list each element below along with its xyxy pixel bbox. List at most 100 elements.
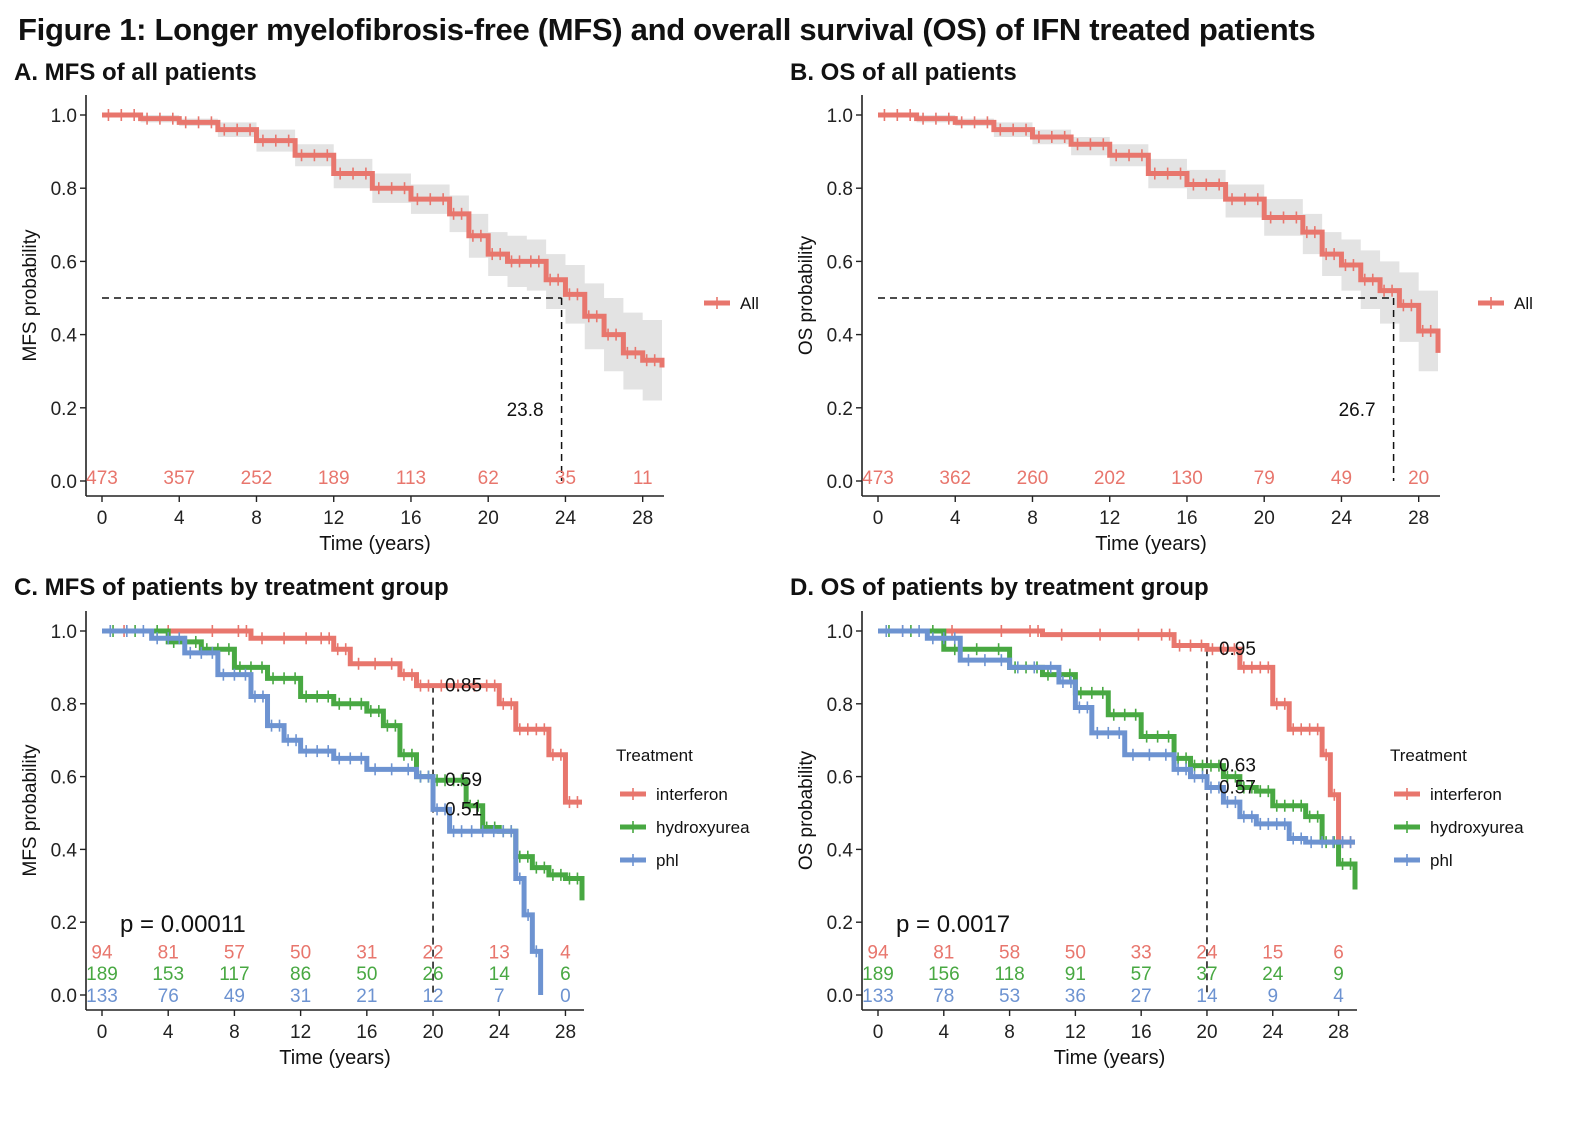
x-tick-label-c: 8 [229,1022,240,1043]
risk-count-interferon: 15 [1262,942,1283,963]
risk-count-all: 362 [939,468,971,489]
risk-count-interferon: 50 [290,942,311,963]
risk-count-hydroxyurea: 37 [1196,964,1217,985]
annotation-d: 0.63 [1219,756,1256,777]
risk-count-phl: 133 [86,986,118,1007]
y-tick-label-a: 0.8 [51,179,77,200]
risk-count-hydroxyurea: 189 [86,964,118,985]
risk-count-phl: 14 [1196,986,1218,1007]
x-tick-label-a: 0 [97,508,108,529]
legend-d: Treatment interferon hydroxyurea phl [1390,746,1524,870]
risk-count-hydroxyurea: 50 [356,964,377,985]
risk-count-all: 130 [1171,468,1203,489]
y-axis-label-d: OS probability [796,750,817,870]
risk-count-all: 473 [86,468,118,489]
risk-count-phl: 78 [933,986,954,1007]
median-label-a: 23.8 [507,400,544,421]
risk-count-phl: 4 [1333,986,1344,1007]
x-tick-label-d: 20 [1196,1022,1217,1043]
risk-count-hydroxyurea: 24 [1262,964,1284,985]
y-axis-label-b: OS probability [796,235,817,355]
risk-count-all: 11 [633,468,653,489]
risk-count-hydroxyurea: 86 [290,964,311,985]
risk-count-all: 20 [1408,468,1429,489]
risk-count-phl: 133 [862,986,894,1007]
legend-label-interferon: interferon [656,785,728,804]
annotation-d: 0.95 [1219,639,1256,660]
x-tick-label-c: 16 [356,1022,377,1043]
y-tick-label-b: 0.2 [827,399,853,420]
x-axis-label-b: Time (years) [1095,533,1206,555]
legend-label-hydroxyurea: hydroxyurea [656,818,750,837]
y-tick-label-d: 0.0 [827,986,853,1007]
series-line-hydroxyurea [878,628,1358,890]
median-label-b: 26.7 [1339,400,1376,421]
x-tick-label-b: 0 [873,508,884,529]
risk-count-interferon: 4 [560,942,571,963]
panel-b: B. OS of all patients 0.0 0.2 0.4 0.6 0.8 1.0 0… [790,59,1533,555]
risk-count-hydroxyurea: 153 [152,964,184,985]
legend-label-all: All [1514,294,1533,313]
risk-count-hydroxyurea: 9 [1333,964,1344,985]
risk-count-interferon: 94 [867,942,889,963]
x-tick-label-a: 4 [174,508,185,529]
risk-count-phl: 36 [1065,986,1086,1007]
risk-count-all: 189 [318,468,350,489]
panel-a: A. MFS of all patients 0.0 0.2 0.4 0.6 0.8 1.0… [14,59,759,555]
y-tick-label-d: 1.0 [827,622,853,643]
risk-count-hydroxyurea: 118 [994,964,1024,985]
x-tick-label-c: 28 [555,1022,576,1043]
x-tick-label-a: 12 [323,508,344,529]
panel-title-a: A. MFS of all patients [14,59,257,86]
risk-count-phl: 12 [422,986,443,1007]
legend-label-all: All [740,294,759,313]
legend-label-interferon: interferon [1430,785,1502,804]
risk-count-interferon: 6 [1333,942,1344,963]
y-tick-label-b: 0.0 [827,472,853,493]
x-axis-label-c: Time (years) [279,1047,390,1069]
risk-count-interferon: 50 [1065,942,1086,963]
legend-label-phl: phl [1430,851,1453,870]
legend-a: All [704,294,759,313]
y-tick-label-a: 0.4 [51,326,78,347]
annotation-c: 0.59 [445,770,482,791]
x-tick-label-a: 28 [632,508,653,529]
legend-c: Treatment interferon hydroxyurea phl [616,746,750,870]
series-line-all [102,112,665,368]
y-tick-label-a: 1.0 [51,106,77,127]
x-tick-label-d: 28 [1328,1022,1349,1043]
risk-count-phl: 27 [1131,986,1152,1007]
risk-count-all: 113 [396,468,426,489]
x-tick-label-b: 28 [1408,508,1429,529]
y-tick-label-c: 0.0 [51,986,77,1007]
x-tick-label-b: 8 [1027,508,1038,529]
legend-label-phl: phl [656,851,679,870]
risk-count-all: 62 [478,468,499,489]
risk-count-hydroxyurea: 156 [928,964,960,985]
risk-count-all: 35 [555,468,576,489]
y-tick-label-b: 1.0 [827,106,853,127]
x-tick-label-d: 0 [873,1022,884,1043]
series-line-all [878,112,1441,353]
risk-count-interferon: 57 [224,942,245,963]
p-value-d: p = 0.0017 [896,911,1010,938]
y-tick-label-a: 0.6 [51,252,77,273]
annotation-c: 0.51 [445,799,482,820]
risk-count-phl: 9 [1267,986,1278,1007]
y-tick-label-d: 0.4 [827,840,854,861]
ci-band-all [102,115,662,412]
risk-count-all: 473 [862,468,894,489]
y-axis-label-a: MFS probability [20,229,41,361]
y-tick-label-b: 0.4 [827,326,854,347]
x-tick-label-d: 4 [939,1022,950,1043]
risk-count-phl: 7 [494,986,505,1007]
p-value-c: p = 0.00011 [120,911,246,938]
risk-count-all: 260 [1017,468,1049,489]
x-tick-label-a: 16 [400,508,421,529]
y-tick-label-b: 0.6 [827,252,853,273]
series-line-interferon [878,628,1355,845]
y-tick-label-d: 0.2 [827,913,853,934]
risk-count-interferon: 31 [356,942,377,963]
risk-count-hydroxyurea: 57 [1131,964,1152,985]
legend-title-d: Treatment [1390,746,1467,765]
